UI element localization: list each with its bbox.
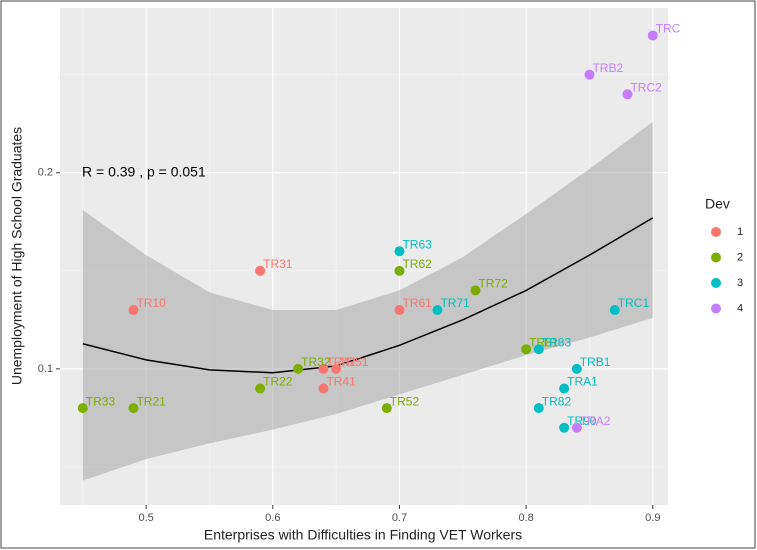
- point: [609, 305, 620, 316]
- legend-swatch: [711, 303, 721, 314]
- point: [394, 246, 405, 257]
- legend-label: 4: [737, 302, 743, 314]
- confidence-band: [82, 121, 653, 481]
- point-label: TR31: [263, 257, 293, 271]
- legend-swatch: [711, 278, 721, 288]
- point: [584, 69, 595, 80]
- legend-swatch: [711, 227, 721, 237]
- point: [559, 383, 570, 394]
- point-label: TRC: [656, 22, 681, 36]
- x-tick-label: 0.8: [518, 512, 533, 524]
- legend-title: Dev: [705, 196, 730, 212]
- legend-label: 3: [737, 277, 743, 289]
- fit-line: [82, 217, 654, 374]
- x-tick-label: 0.7: [392, 512, 407, 524]
- panel: [60, 8, 668, 505]
- point-label: TRC1: [618, 296, 650, 310]
- point: [622, 89, 633, 100]
- point: [331, 363, 342, 374]
- legend-swatch: [711, 252, 721, 263]
- point: [394, 265, 405, 276]
- point-label: TR62: [402, 257, 432, 271]
- annotation: R = 0.39 , p = 0.051: [82, 164, 206, 180]
- point-label: TR63: [402, 237, 432, 251]
- point-label: TR21: [136, 394, 166, 408]
- point: [571, 363, 582, 374]
- point-label: TRA1: [567, 375, 598, 389]
- point: [318, 363, 329, 374]
- point-label: TR33: [86, 394, 116, 408]
- point: [470, 285, 481, 296]
- point: [255, 265, 266, 276]
- point-label: TR32: [301, 355, 331, 369]
- point: [533, 403, 544, 414]
- point-label: TRB1: [580, 355, 611, 369]
- point: [255, 383, 266, 394]
- point-label: TRA2: [580, 414, 611, 428]
- x-tick-label: 0.5: [138, 512, 153, 524]
- point-label: TRC2: [630, 80, 662, 94]
- point-label: TR10: [136, 296, 166, 310]
- point: [571, 422, 582, 433]
- point: [647, 30, 658, 41]
- legend-label: 1: [737, 226, 743, 238]
- point-label: TR72: [478, 277, 508, 291]
- point: [559, 422, 570, 433]
- point-label: TR52: [390, 394, 420, 408]
- point: [128, 403, 139, 414]
- y-axis-label: Unemployment of High School Graduates: [9, 127, 25, 385]
- point-label: TR41: [326, 375, 356, 389]
- point-label: TRB2: [592, 61, 623, 75]
- point-label: TR51: [339, 355, 369, 369]
- point: [394, 305, 405, 316]
- point-label: TR83: [542, 335, 572, 349]
- point: [128, 305, 139, 316]
- point: [533, 344, 544, 355]
- x-tick-label: 0.9: [645, 512, 660, 524]
- point-label: TR22: [263, 375, 293, 389]
- point: [318, 383, 329, 394]
- point: [521, 344, 532, 355]
- point: [293, 363, 304, 374]
- legend-label: 2: [737, 251, 743, 263]
- y-tick-label: 0.1: [38, 363, 53, 375]
- y-tick-label: 0.2: [38, 167, 53, 179]
- x-axis-label: Enterprises with Difficulties in Finding…: [204, 527, 522, 543]
- x-tick-label: 0.6: [265, 512, 280, 524]
- point-label: TR82: [542, 394, 572, 408]
- point: [432, 305, 443, 316]
- point-label: TR71: [440, 296, 470, 310]
- point: [77, 403, 88, 414]
- point-label: TR61: [402, 296, 432, 310]
- point: [381, 403, 392, 414]
